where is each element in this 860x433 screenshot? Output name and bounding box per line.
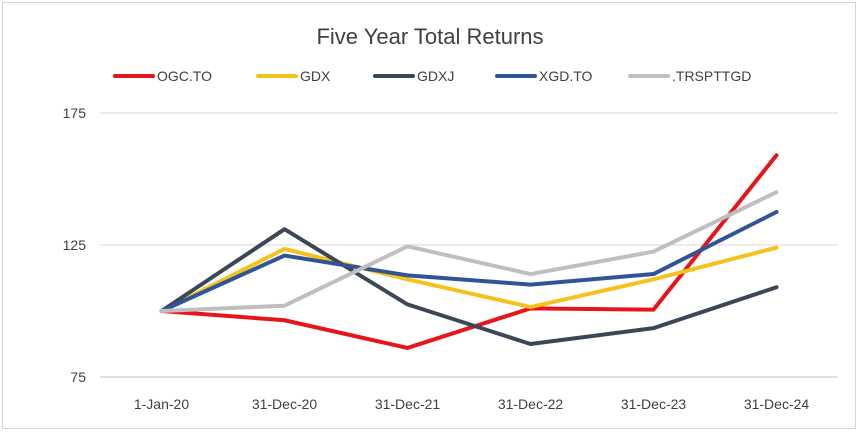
legend-item-gdxj: GDXJ [373,68,454,84]
x-tick-label: 31-Dec-21 [375,396,441,412]
series-line-gdxj [159,227,779,346]
x-axis: 1-Jan-20 31-Dec-20 31-Dec-21 31-Dec-22 31-De… [134,396,810,412]
y-axis: 75 125 175 [63,105,87,385]
y-tick-label: 75 [70,369,86,385]
legend-label: GDXJ [417,68,454,84]
x-tick-label: 31-Dec-24 [744,396,810,412]
legend-label: OGC.TO [157,68,212,84]
y-tick-label: 175 [63,105,87,121]
x-tick-label: 1-Jan-20 [134,396,189,412]
series-line-trspttgd [159,190,779,313]
x-tick-label: 31-Dec-23 [621,396,687,412]
gridlines [100,112,838,378]
series-line-gdx [159,245,779,313]
y-tick-label: 125 [63,237,87,253]
legend-item-gdx: GDX [256,68,331,84]
x-tick-label: 31-Dec-20 [252,396,318,412]
legend-label: .TRSPTTGD [672,68,751,84]
legend-label: GDX [300,68,331,84]
chart-title: Five Year Total Returns [316,24,543,49]
series-line-xgd-to [159,210,779,313]
chart-frame [2,2,856,429]
legend-item-xgd-to: XGD.TO [495,68,593,84]
legend: OGC.TO GDX GDXJ XGD.TO .TRSPTTGD [113,68,751,84]
legend-item-trspttgd: .TRSPTTGD [628,68,751,84]
series-line-ogc-to [159,153,779,350]
legend-item-ogc-to: OGC.TO [113,68,212,84]
legend-label: XGD.TO [539,68,593,84]
x-tick-label: 31-Dec-22 [498,396,564,412]
series-lines [159,153,779,350]
